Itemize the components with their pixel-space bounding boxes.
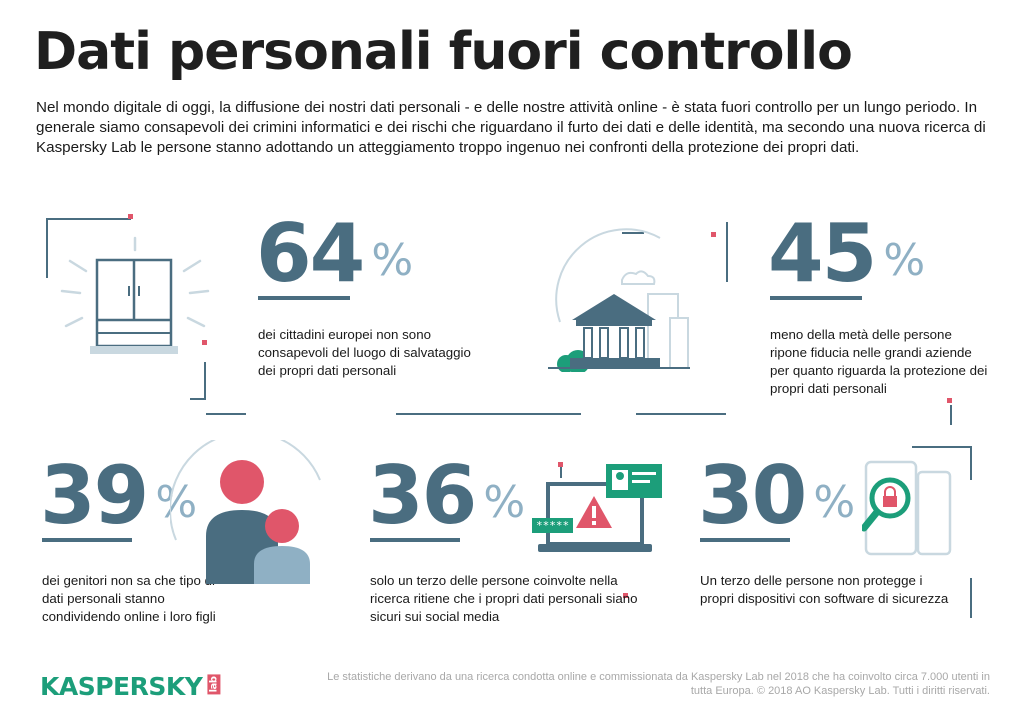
wardrobe-icon [60, 236, 210, 354]
stat-unit: % [371, 235, 414, 286]
parent-child-icon [170, 440, 321, 584]
bank-building-icon [548, 228, 690, 372]
stat-underline [258, 296, 350, 300]
stat-underline [370, 538, 460, 542]
password-field: ***** [532, 518, 574, 533]
stat-underline [700, 538, 790, 542]
stat-unit: % [483, 477, 526, 528]
logo-lab-badge: lab [207, 674, 221, 695]
stat-30: 30% [698, 456, 855, 536]
laptop-warning-icon: ***** [530, 462, 665, 554]
stat-unit: % [155, 477, 198, 528]
stat-description: Un terzo delle persone non protegge i pr… [700, 573, 949, 606]
logo-text: KASPERSKY [40, 672, 203, 701]
stat-value: 36 [368, 449, 477, 542]
stat-underline [770, 296, 862, 300]
stat-39: 39% [40, 456, 197, 536]
footer-note: Le statistiche derivano da una ricerca c… [327, 671, 990, 697]
stat-description: dei cittadini europei non sono consapevo… [258, 327, 471, 378]
stat-36: 36% [368, 456, 525, 536]
stat-unit: % [813, 477, 856, 528]
stat-value: 30 [698, 449, 807, 542]
stat-unit: % [883, 235, 926, 286]
stat-45: 45% [768, 214, 925, 294]
page-title: Dati personali fuori controllo [34, 22, 853, 82]
phone-magnifier-icon [862, 460, 952, 556]
stat-description: meno della metà delle persone ripone fid… [770, 327, 988, 396]
kaspersky-logo: KASPERSKY lab [40, 672, 224, 701]
stat-description: solo un terzo delle persone coinvolte ne… [370, 573, 638, 624]
stat-value: 39 [40, 449, 149, 542]
intro-paragraph: Nel mondo digitale di oggi, la diffusion… [36, 99, 986, 156]
stat-description: dei genitori non sa che tipo di dati per… [42, 573, 216, 624]
stat-value: 64 [256, 207, 365, 300]
stat-64: 64% [256, 214, 413, 294]
stat-underline [42, 538, 132, 542]
stat-value: 45 [768, 207, 877, 300]
